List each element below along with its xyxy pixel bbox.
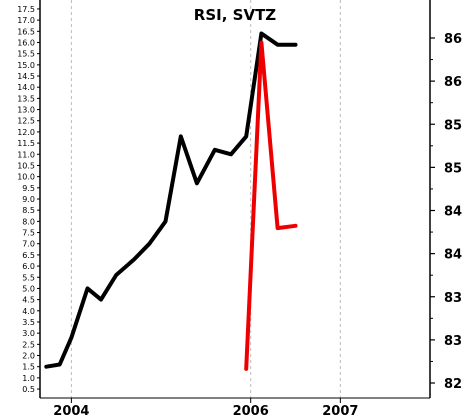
- left-tick-label: 9.5: [22, 184, 35, 193]
- left-tick-label: 17.5: [17, 5, 35, 14]
- left-tick-label: 7.0: [22, 240, 35, 249]
- left-tick-label: 2.5: [22, 340, 35, 349]
- x-axis: 2004 2006 2007: [40, 397, 430, 419]
- grid-lines: [70, 0, 341, 398]
- right-tick-label: 86: [444, 32, 462, 47]
- left-tick-label: 16.0: [17, 38, 35, 47]
- left-tick-label: 14.0: [17, 83, 35, 92]
- right-axis: 82 83 83 84 84 85 85 86 86: [429, 0, 462, 398]
- left-tick-label: 4.0: [22, 307, 35, 316]
- left-tick-label: 14.5: [17, 72, 35, 81]
- right-tick-label: 84: [444, 248, 462, 263]
- left-tick-label: 1.0: [22, 374, 35, 383]
- left-tick-label: 17.0: [17, 16, 35, 25]
- left-tick-label: 4.5: [22, 296, 35, 305]
- right-tick-label: 85: [444, 118, 462, 133]
- left-tick-label: 3.5: [22, 318, 35, 327]
- left-tick-label: 5.5: [22, 273, 35, 282]
- left-tick-label: 11.0: [17, 150, 35, 159]
- left-tick-label: 1.5: [22, 363, 35, 372]
- left-tick-label: 10.0: [17, 173, 35, 182]
- left-tick-label: 13.5: [17, 94, 35, 103]
- series-line-1: [244, 40, 298, 371]
- left-tick-label: 11.5: [17, 139, 35, 148]
- left-tick-label: 8.5: [22, 206, 35, 215]
- left-tick-label: 6.0: [22, 262, 35, 271]
- left-tick-label: 16.5: [17, 27, 35, 36]
- right-tick-label: 82: [444, 377, 462, 392]
- chart-title: RSI, SVTZ: [194, 6, 276, 24]
- right-tick-label: 83: [444, 291, 462, 306]
- right-tick-label: 83: [444, 334, 462, 349]
- left-tick-label: 15.0: [17, 61, 35, 70]
- left-tick-label: 5.0: [22, 284, 35, 293]
- left-tick-label: 9.0: [22, 195, 35, 204]
- left-axis: 0.5 1.0 1.5 2.0 2.5 3.0 3.5 4.0 4.5 5.0 5.5 6.0 6.5 7…: [17, 0, 41, 398]
- left-tick-label: 0.5: [22, 385, 35, 394]
- left-tick-label: 8.0: [22, 217, 35, 226]
- right-tick-label: 85: [444, 161, 462, 176]
- left-tick-label: 12.0: [17, 128, 35, 137]
- series-line-0: [44, 31, 298, 369]
- left-tick-label: 2.0: [22, 352, 35, 361]
- series-layer: [44, 31, 298, 371]
- left-tick-label: 3.0: [22, 329, 35, 338]
- left-tick-label: 7.5: [22, 229, 35, 238]
- left-tick-label: 13.0: [17, 106, 35, 115]
- x-tick-label: 2004: [53, 404, 89, 419]
- left-tick-label: 12.5: [17, 117, 35, 126]
- x-tick-label: 2007: [322, 404, 358, 419]
- x-tick-label: 2006: [233, 404, 269, 419]
- left-tick-label: 6.5: [22, 251, 35, 260]
- right-tick-label: 84: [444, 205, 462, 220]
- left-tick-label: 10.5: [17, 161, 35, 170]
- left-tick-label: 15.5: [17, 50, 35, 59]
- right-tick-label: 86: [444, 75, 462, 90]
